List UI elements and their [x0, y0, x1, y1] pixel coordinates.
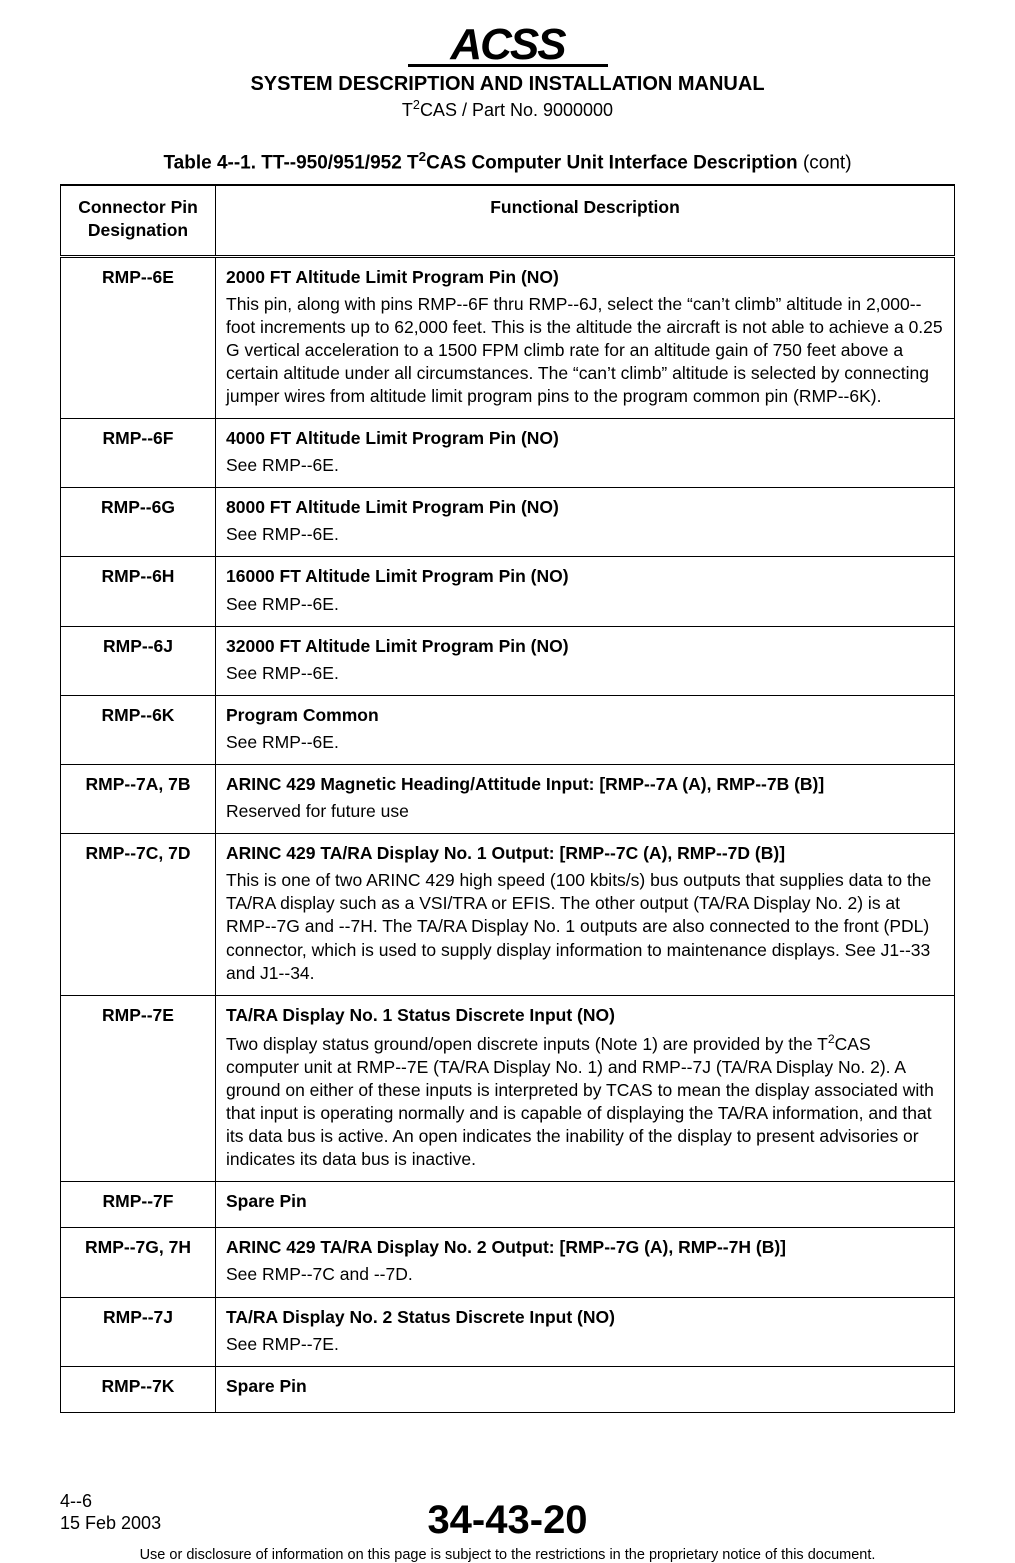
table-caption: Table 4--1. TT--950/951/952 T2CAS Comput… [60, 149, 955, 174]
desc-cell: TA/RA Display No. 2 Status Discrete Inpu… [216, 1297, 955, 1366]
row-title: 32000 FT Altitude Limit Program Pin (NO) [226, 635, 944, 658]
row-body: Two display status ground/open discrete … [226, 1031, 944, 1171]
caption-suffix: CAS Computer Unit Interface Description [426, 152, 798, 173]
pin-cell: RMP--7J [61, 1297, 216, 1366]
row-body: See RMP--6E. [226, 454, 944, 477]
desc-cell: 4000 FT Altitude Limit Program Pin (NO) S… [216, 419, 955, 488]
row-body: See RMP--6E. [226, 523, 944, 546]
table-row: RMP--7F Spare Pin [61, 1182, 955, 1228]
row-body: See RMP--7E. [226, 1333, 944, 1356]
column-header-pin: Connector Pin Designation [61, 185, 216, 256]
row-title: ARINC 429 TA/RA Display No. 2 Output: [R… [226, 1236, 944, 1259]
table-row: RMP--7K Spare Pin [61, 1366, 955, 1412]
pin-cell: RMP--7A, 7B [61, 765, 216, 834]
table-row: RMP--7G, 7H ARINC 429 TA/RA Display No. 2… [61, 1228, 955, 1297]
part-sup: 2 [413, 98, 420, 112]
desc-cell: ARINC 429 Magnetic Heading/Attitude Inpu… [216, 765, 955, 834]
row-title: 8000 FT Altitude Limit Program Pin (NO) [226, 496, 944, 519]
desc-cell: 8000 FT Altitude Limit Program Pin (NO) S… [216, 488, 955, 557]
desc-cell: 2000 FT Altitude Limit Program Pin (NO) T… [216, 256, 955, 419]
pin-cell: RMP--6J [61, 626, 216, 695]
table-row: RMP--6H16000 FT Altitude Limit Program P… [61, 557, 955, 626]
logo-text: ACSS [450, 20, 564, 70]
table-row: RMP--6G8000 FT Altitude Limit Program Pi… [61, 488, 955, 557]
desc-cell: ARINC 429 TA/RA Display No. 2 Output: [R… [216, 1228, 955, 1297]
caption-sup: 2 [419, 149, 426, 164]
table-row: RMP--7C, 7D ARINC 429 TA/RA Display No. 1… [61, 834, 955, 996]
table-row: RMP--7A, 7B ARINC 429 Magnetic Heading/At… [61, 765, 955, 834]
desc-cell: Spare Pin [216, 1182, 955, 1228]
manual-title: SYSTEM DESCRIPTION AND INSTALLATION MANU… [60, 73, 955, 96]
table-row: RMP--7J TA/RA Display No. 2 Status Discre… [61, 1297, 955, 1366]
pin-cell: RMP--7F [61, 1182, 216, 1228]
pin-cell: RMP--6E [61, 256, 216, 419]
table-row: RMP--6F4000 FT Altitude Limit Program Pi… [61, 419, 955, 488]
page-footer: 4--6 15 Feb 2003 34-43-20 Use or disclos… [60, 1473, 955, 1553]
row-body: See RMP--6E. [226, 731, 944, 754]
row-title: TA/RA Display No. 2 Status Discrete Inpu… [226, 1306, 944, 1329]
caption-prefix: Table 4--1. TT--950/951/952 T [163, 152, 418, 173]
row-body: This is one of two ARINC 429 high speed … [226, 869, 944, 984]
row-body: See RMP--7C and --7D. [226, 1263, 944, 1286]
footer-disclaimer: Use or disclosure of information on this… [60, 1547, 955, 1563]
pin-cell: RMP--7K [61, 1366, 216, 1412]
row-body: Reserved for future use [226, 800, 944, 823]
row-body: See RMP--6E. [226, 662, 944, 685]
table-row: RMP--7E TA/RA Display No. 1 Status Discre… [61, 995, 955, 1181]
logo-block: ACSS [60, 20, 955, 67]
row-title: 4000 FT Altitude Limit Program Pin (NO) [226, 427, 944, 450]
pin-cell: RMP--7E [61, 995, 216, 1181]
row-title: ARINC 429 Magnetic Heading/Attitude Inpu… [226, 773, 944, 796]
pin-cell: RMP--7G, 7H [61, 1228, 216, 1297]
caption-cont: (cont) [798, 152, 852, 173]
interface-table: Connector Pin Designation Functional Des… [60, 184, 955, 1412]
row-body-post: CAS computer unit at RMP--7E (TA/RA Disp… [226, 1034, 934, 1169]
desc-cell: 32000 FT Altitude Limit Program Pin (NO)… [216, 626, 955, 695]
pin-cell: RMP--7C, 7D [61, 834, 216, 996]
row-title: Program Common [226, 704, 944, 727]
desc-cell: Spare Pin [216, 1366, 955, 1412]
footer-section: 34-43-20 [60, 1498, 955, 1543]
table-row: RMP--6E2000 FT Altitude Limit Program Pi… [61, 256, 955, 419]
desc-cell: 16000 FT Altitude Limit Program Pin (NO)… [216, 557, 955, 626]
row-title: 16000 FT Altitude Limit Program Pin (NO) [226, 565, 944, 588]
desc-cell: ARINC 429 TA/RA Display No. 1 Output: [R… [216, 834, 955, 996]
desc-cell: Program Common See RMP--6E. [216, 695, 955, 764]
table-row: RMP--6J32000 FT Altitude Limit Program P… [61, 626, 955, 695]
part-number-line: T2CAS / Part No. 9000000 [60, 98, 955, 121]
row-body: This pin, along with pins RMP--6F thru R… [226, 293, 944, 408]
part-prefix: T [402, 100, 413, 120]
row-title: Spare Pin [226, 1190, 944, 1213]
pin-cell: RMP--6F [61, 419, 216, 488]
part-rest: CAS / Part No. 9000000 [420, 100, 613, 120]
row-body: See RMP--6E. [226, 593, 944, 616]
desc-cell: TA/RA Display No. 1 Status Discrete Inpu… [216, 995, 955, 1181]
row-title: Spare Pin [226, 1375, 944, 1398]
table-body: RMP--6E2000 FT Altitude Limit Program Pi… [61, 256, 955, 1412]
row-body-sup: 2 [828, 1032, 835, 1046]
row-title: TA/RA Display No. 1 Status Discrete Inpu… [226, 1004, 944, 1027]
pin-cell: RMP--6G [61, 488, 216, 557]
pin-cell: RMP--6H [61, 557, 216, 626]
row-title: ARINC 429 TA/RA Display No. 1 Output: [R… [226, 842, 944, 865]
pin-cell: RMP--6K [61, 695, 216, 764]
row-body-pre: Two display status ground/open discrete … [226, 1034, 828, 1054]
table-row: RMP--6K Program Common See RMP--6E. [61, 695, 955, 764]
row-title: 2000 FT Altitude Limit Program Pin (NO) [226, 266, 944, 289]
column-header-desc: Functional Description [216, 185, 955, 256]
